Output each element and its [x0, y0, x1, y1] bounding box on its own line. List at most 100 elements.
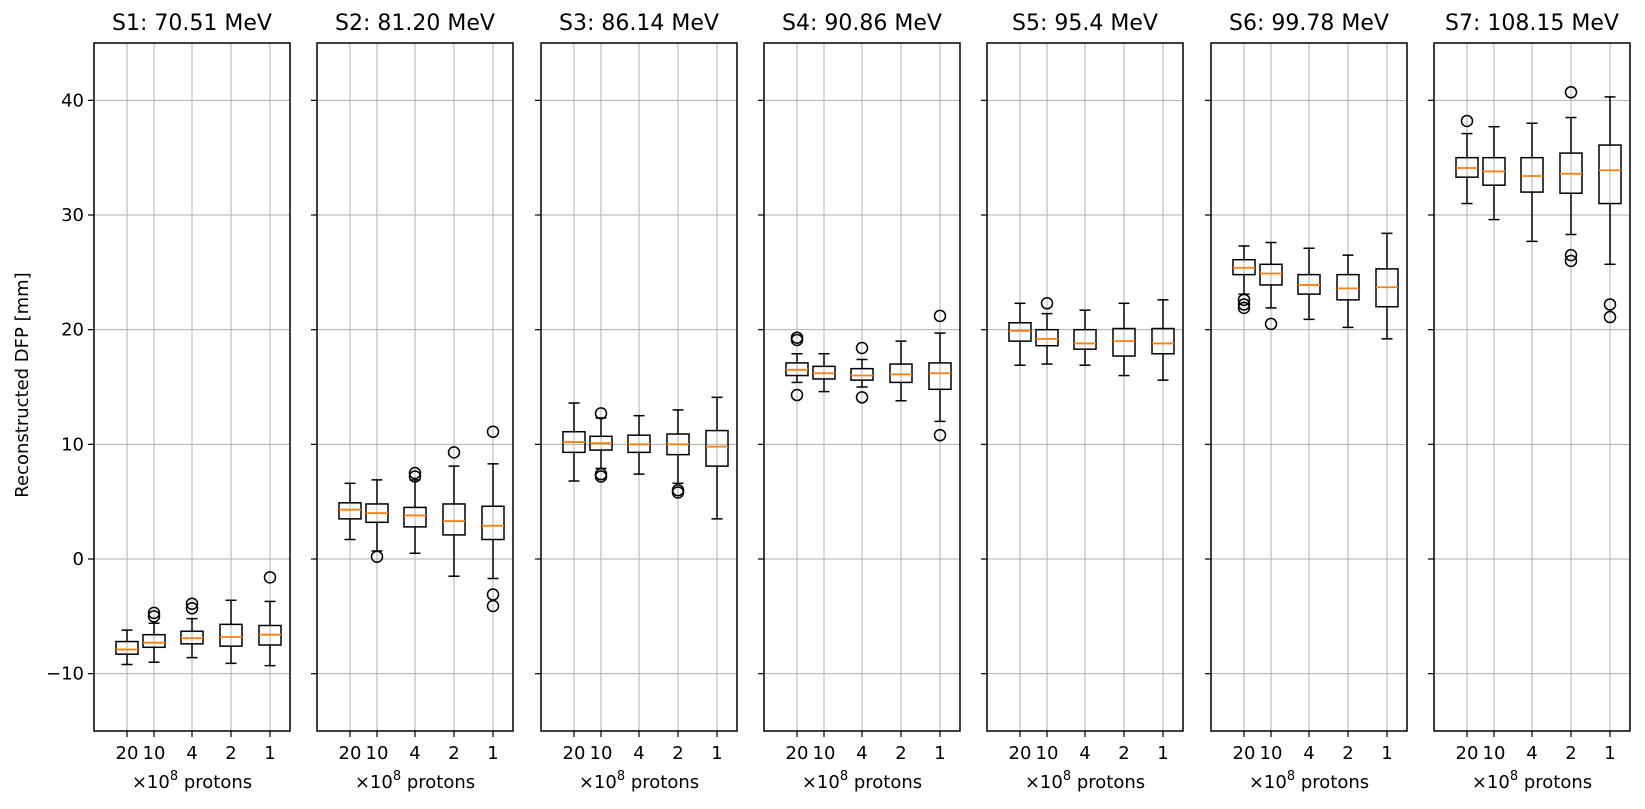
outlier-point: [594, 407, 608, 420]
x-axis-label: ×108 protons: [355, 769, 475, 793]
panel-title: S6: 99.78 MeV: [1229, 11, 1389, 36]
x-axis-label-prefix: ×10: [132, 772, 170, 793]
panel-frame: [93, 42, 291, 732]
x-tick-label: 1: [1604, 743, 1615, 764]
x-axis-label: ×108 protons: [579, 769, 699, 793]
outlier-point: [1237, 298, 1251, 311]
panel-frame: [316, 42, 514, 732]
x-axis-label-exponent: 8: [840, 769, 848, 784]
outlier-point: [1264, 317, 1278, 331]
panel-title: S1: 70.51 MeV: [112, 11, 272, 36]
x-axis-label-prefix: ×10: [1472, 772, 1510, 793]
box-group: [589, 407, 613, 483]
box: [705, 429, 729, 467]
box-group: [365, 479, 389, 563]
outlier-point: [147, 610, 161, 623]
x-tick-label: 2: [672, 743, 683, 764]
x-tick-label: 20: [1456, 743, 1479, 764]
box: [1336, 273, 1360, 301]
x-tick-label: 10: [590, 743, 613, 764]
box: [1520, 156, 1544, 193]
x-tick-label: 20: [786, 743, 809, 764]
box-group: [1151, 299, 1175, 381]
outlier-point: [933, 428, 947, 442]
x-axis-label-exponent: 8: [1510, 769, 1518, 784]
outlier-point: [1564, 254, 1578, 268]
x-axis-label: ×108 protons: [802, 769, 922, 793]
panel-frame: [1210, 42, 1408, 732]
box: [142, 633, 166, 649]
outlier-point: [1564, 86, 1578, 99]
outlier-point: [447, 446, 461, 459]
box-group: [1008, 302, 1032, 366]
x-tick-label: 10: [1036, 743, 1059, 764]
panel-frame: [763, 42, 961, 732]
outlier-point: [185, 597, 199, 610]
outlier-point: [855, 341, 869, 355]
x-tick-label: 2: [1565, 743, 1576, 764]
box: [219, 623, 243, 647]
box-group: [1455, 114, 1479, 205]
outlier-point: [790, 388, 804, 402]
y-tick-label: −10: [46, 664, 84, 685]
y-tick-label: 40: [61, 90, 84, 111]
x-tick-label: 1: [1381, 743, 1392, 764]
x-axis-label-exponent: 8: [170, 769, 178, 784]
x-tick-label: 2: [1118, 743, 1129, 764]
x-axis-label-exponent: 8: [393, 769, 401, 784]
x-axis-label-prefix: ×10: [802, 772, 840, 793]
x-tick-label: 10: [143, 743, 166, 764]
x-axis-label-prefix: ×10: [1249, 772, 1287, 793]
outlier-point: [185, 602, 199, 615]
x-axis-label-suffix: protons: [625, 772, 699, 793]
x-axis-label-exponent: 8: [1063, 769, 1071, 784]
box: [338, 502, 362, 520]
outlier-point: [408, 470, 422, 483]
y-axis-label: Reconstructed DFP [mm]: [12, 272, 33, 497]
box: [1259, 263, 1283, 286]
outlier-point: [147, 606, 161, 620]
box-group: [219, 599, 243, 665]
box: [1073, 328, 1097, 350]
x-axis-label: ×108 protons: [132, 769, 252, 793]
x-axis-label-suffix: protons: [848, 772, 922, 793]
x-axis-label-exponent: 8: [1287, 769, 1295, 784]
x-tick-label: 10: [813, 743, 836, 764]
x-axis-label-suffix: protons: [1518, 772, 1592, 793]
outlier-point: [855, 391, 869, 404]
outlier-point: [1603, 310, 1617, 324]
x-axis-label-prefix: ×10: [355, 772, 393, 793]
box: [928, 362, 952, 391]
x-tick-label: 4: [409, 743, 420, 764]
x-tick-label: 1: [487, 743, 498, 764]
x-axis-label-suffix: protons: [178, 772, 252, 793]
box: [850, 367, 874, 381]
box-group: [785, 331, 809, 402]
outlier-point: [790, 333, 804, 347]
outlier-point: [1603, 298, 1617, 311]
outlier-point: [594, 470, 608, 483]
x-tick-label: 1: [934, 743, 945, 764]
panel-title: S3: 86.14 MeV: [559, 11, 719, 36]
y-tick-label: 30: [61, 205, 84, 226]
panel-frame: [540, 42, 738, 732]
panel-title: S4: 90.86 MeV: [782, 11, 942, 36]
outlier-point: [408, 466, 422, 480]
plot-layer: [115, 86, 1622, 667]
outlier-point: [671, 486, 685, 499]
x-tick-label: 10: [1260, 743, 1283, 764]
outlier-point: [1237, 301, 1251, 315]
box: [481, 505, 505, 541]
x-axis-label-suffix: protons: [1071, 772, 1145, 793]
box-group: [928, 309, 952, 442]
x-tick-label: 20: [116, 743, 139, 764]
x-tick-label: 1: [1157, 743, 1168, 764]
panel-frame: [1433, 42, 1631, 732]
outlier-point: [486, 425, 500, 438]
outlier-point: [370, 550, 384, 563]
x-tick-label: 2: [1342, 743, 1353, 764]
outlier-point: [1564, 248, 1578, 262]
outlier-point: [1460, 114, 1474, 128]
panel-title: S2: 81.20 MeV: [335, 11, 495, 36]
outlier-point: [933, 309, 947, 323]
